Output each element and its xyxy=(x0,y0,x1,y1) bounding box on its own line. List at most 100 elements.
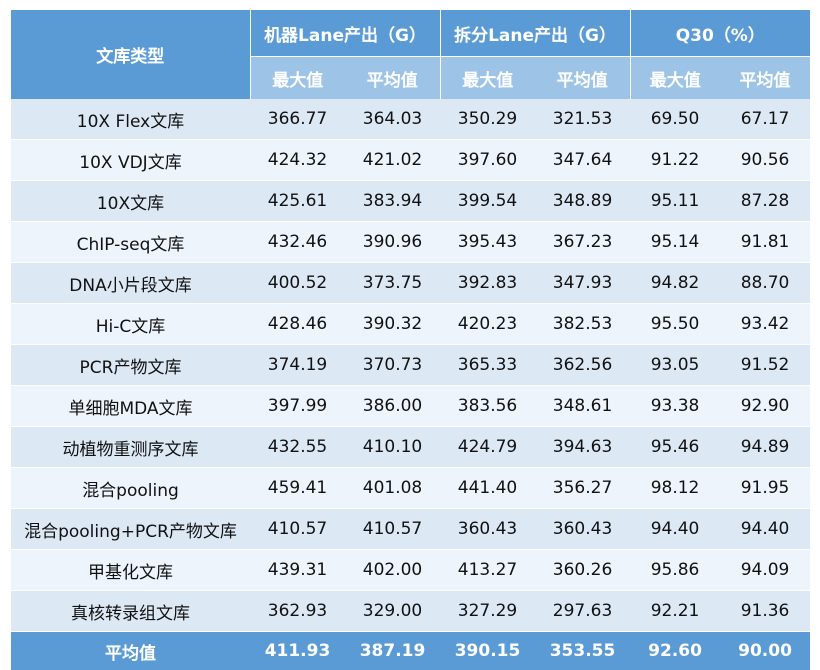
value-cell: 94.09 xyxy=(720,550,810,591)
value-cell: 439.31 xyxy=(250,550,345,591)
value-cell: 410.10 xyxy=(345,427,440,468)
value-cell: 95.14 xyxy=(630,222,720,263)
value-cell: 386.00 xyxy=(345,386,440,427)
value-cell: 347.93 xyxy=(535,263,630,304)
subheader-machine-max: 最大值 xyxy=(250,57,345,100)
value-cell: 94.89 xyxy=(720,427,810,468)
value-cell: 424.79 xyxy=(440,427,535,468)
value-cell: 93.05 xyxy=(630,345,720,386)
library-type-cell: 真核转录组文库 xyxy=(11,591,250,632)
value-cell: 321.53 xyxy=(535,99,630,140)
value-cell: 91.22 xyxy=(630,140,720,181)
value-cell: 93.38 xyxy=(630,386,720,427)
value-cell: 348.61 xyxy=(535,386,630,427)
value-cell: 459.41 xyxy=(250,468,345,509)
value-cell: 356.27 xyxy=(535,468,630,509)
value-cell: 87.28 xyxy=(720,181,810,222)
value-cell: 95.11 xyxy=(630,181,720,222)
value-cell: 362.56 xyxy=(535,345,630,386)
value-cell: 394.63 xyxy=(535,427,630,468)
table-header: 文库类型 机器Lane产出（G） 拆分Lane产出（G） Q30（%） 最大值 … xyxy=(11,10,810,99)
value-cell: 421.02 xyxy=(345,140,440,181)
value-cell: 297.63 xyxy=(535,591,630,632)
footer-label: 平均值 xyxy=(11,632,250,670)
footer-cell: 90.00 xyxy=(720,632,810,670)
value-cell: 94.40 xyxy=(630,509,720,550)
library-type-cell: Hi-C文库 xyxy=(11,304,250,345)
value-cell: 410.57 xyxy=(345,509,440,550)
value-cell: 424.32 xyxy=(250,140,345,181)
value-cell: 367.23 xyxy=(535,222,630,263)
value-cell: 441.40 xyxy=(440,468,535,509)
library-type-cell: ChIP-seq文库 xyxy=(11,222,250,263)
value-cell: 432.46 xyxy=(250,222,345,263)
value-cell: 91.36 xyxy=(720,591,810,632)
value-cell: 92.21 xyxy=(630,591,720,632)
value-cell: 94.82 xyxy=(630,263,720,304)
value-cell: 360.43 xyxy=(535,509,630,550)
value-cell: 428.46 xyxy=(250,304,345,345)
value-cell: 95.46 xyxy=(630,427,720,468)
footer-cell: 353.55 xyxy=(535,632,630,670)
library-type-cell: 混合pooling xyxy=(11,468,250,509)
value-cell: 373.75 xyxy=(345,263,440,304)
subheader-split-max: 最大值 xyxy=(440,57,535,100)
value-cell: 400.52 xyxy=(250,263,345,304)
library-type-cell: DNA小片段文库 xyxy=(11,263,250,304)
footer-cell: 387.19 xyxy=(345,632,440,670)
value-cell: 382.53 xyxy=(535,304,630,345)
library-output-table: 文库类型 机器Lane产出（G） 拆分Lane产出（G） Q30（%） 最大值 … xyxy=(11,10,810,670)
library-type-cell: 10X文库 xyxy=(11,181,250,222)
footer-cell: 92.60 xyxy=(630,632,720,670)
value-cell: 92.90 xyxy=(720,386,810,427)
value-cell: 390.96 xyxy=(345,222,440,263)
library-type-cell: 单细胞MDA文库 xyxy=(11,386,250,427)
value-cell: 383.94 xyxy=(345,181,440,222)
value-cell: 383.56 xyxy=(440,386,535,427)
value-cell: 327.29 xyxy=(440,591,535,632)
value-cell: 91.95 xyxy=(720,468,810,509)
value-cell: 348.89 xyxy=(535,181,630,222)
value-cell: 95.50 xyxy=(630,304,720,345)
value-cell: 402.00 xyxy=(345,550,440,591)
table-footer: 平均值 411.93 387.19 390.15 353.55 92.60 90… xyxy=(11,632,810,670)
value-cell: 93.42 xyxy=(720,304,810,345)
value-cell: 410.57 xyxy=(250,509,345,550)
value-cell: 329.00 xyxy=(345,591,440,632)
value-cell: 420.23 xyxy=(440,304,535,345)
header-split-lane-output: 拆分Lane产出（G） xyxy=(440,10,630,57)
value-cell: 94.40 xyxy=(720,509,810,550)
subheader-q30-max: 最大值 xyxy=(630,57,720,100)
value-cell: 360.43 xyxy=(440,509,535,550)
library-type-cell: PCR产物文库 xyxy=(11,345,250,386)
value-cell: 390.32 xyxy=(345,304,440,345)
average-row: 平均值 411.93 387.19 390.15 353.55 92.60 90… xyxy=(11,632,810,670)
value-cell: 88.70 xyxy=(720,263,810,304)
value-cell: 69.50 xyxy=(630,99,720,140)
library-type-cell: 甲基化文库 xyxy=(11,550,250,591)
value-cell: 350.29 xyxy=(440,99,535,140)
value-cell: 392.83 xyxy=(440,263,535,304)
value-cell: 397.99 xyxy=(250,386,345,427)
footer-cell: 411.93 xyxy=(250,632,345,670)
value-cell: 90.56 xyxy=(720,140,810,181)
library-type-cell: 动植物重测序文库 xyxy=(11,427,250,468)
subheader-q30-avg: 平均值 xyxy=(720,57,810,100)
header-machine-lane-output: 机器Lane产出（G） xyxy=(250,10,440,57)
subheader-machine-avg: 平均值 xyxy=(345,57,440,100)
value-cell: 432.55 xyxy=(250,427,345,468)
library-type-cell: 混合pooling+PCR产物文库 xyxy=(11,509,250,550)
subheader-split-avg: 平均值 xyxy=(535,57,630,100)
